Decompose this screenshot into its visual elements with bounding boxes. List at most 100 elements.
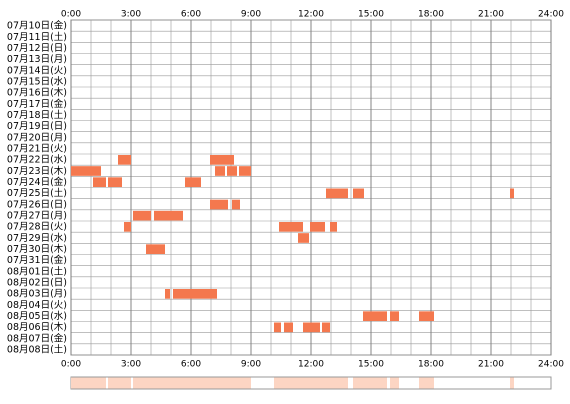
x-tick-label: 15:00 — [358, 10, 384, 20]
summary-mark — [353, 377, 364, 389]
row-label: 07月25日(土) — [7, 187, 67, 199]
x-tick-label: 21:00 — [478, 10, 504, 20]
row-label: 07月22日(水) — [7, 154, 67, 166]
row-label: 07月27日(月) — [7, 210, 67, 221]
x-tick-label: 3:00 — [121, 360, 141, 370]
row-label: 07月26日(日) — [7, 199, 67, 210]
activity-bar — [133, 210, 151, 221]
summary-mark — [232, 377, 240, 389]
row-label: 07月20日(月) — [7, 132, 67, 143]
row-label: 07月24日(金) — [7, 176, 67, 188]
summary-mark — [390, 377, 399, 389]
row-label: 07月17日(金) — [7, 98, 67, 110]
summary-mark — [363, 377, 387, 389]
activity-bar — [108, 177, 122, 187]
x-tick-label: 3:00 — [121, 10, 141, 20]
x-tick-label: 24:00 — [538, 10, 564, 20]
row-label: 07月13日(月) — [7, 54, 67, 65]
summary-mark — [322, 377, 330, 389]
row-label: 07月30日(木) — [7, 243, 67, 255]
row-label: 07月12日(日) — [7, 43, 67, 54]
activity-bar — [330, 222, 337, 232]
row-label: 08月08日(土) — [7, 343, 67, 355]
x-tick-label: 6:00 — [181, 10, 201, 20]
x-tick-label: 0:00 — [61, 360, 81, 370]
activity-bar — [146, 244, 165, 254]
activity-bar — [279, 222, 303, 232]
summary-mark — [330, 377, 337, 389]
row-label: 08月05日(水) — [7, 310, 67, 322]
summary-mark — [124, 377, 131, 389]
summary-mark — [419, 377, 434, 389]
activity-bar — [363, 311, 387, 321]
summary-mark — [133, 377, 151, 389]
row-label: 07月21日(火) — [7, 143, 67, 154]
summary-mark — [93, 377, 106, 389]
row-label: 07月15日(水) — [7, 75, 67, 87]
activity-bar — [124, 222, 131, 232]
activity-bar — [118, 155, 131, 165]
summary-mark — [239, 377, 251, 389]
x-tick-label: 18:00 — [418, 360, 444, 370]
activity-bar — [154, 210, 183, 221]
activity-bar — [390, 311, 399, 321]
summary-mark — [146, 377, 165, 389]
activity-bar — [284, 322, 293, 333]
x-tick-label: 24:00 — [538, 360, 564, 370]
activity-bar — [165, 289, 170, 299]
activity-bar — [510, 188, 514, 199]
row-label: 07月11日(土) — [7, 31, 67, 43]
row-label: 07月23日(木) — [7, 165, 67, 177]
activity-bar — [322, 322, 330, 333]
activity-bar — [93, 177, 106, 187]
x-tick-label: 0:00 — [61, 10, 81, 20]
activity-bar — [239, 166, 251, 176]
activity-bar — [303, 322, 320, 333]
activity-bar — [310, 222, 325, 232]
row-label: 07月10日(金) — [7, 20, 67, 32]
row-label: 07月31日(金) — [7, 254, 67, 266]
activity-bar — [185, 177, 201, 187]
x-tick-label: 12:00 — [298, 10, 324, 20]
row-label: 08月07日(金) — [7, 332, 67, 344]
activity-bar — [227, 166, 237, 176]
x-tick-label: 21:00 — [478, 360, 504, 370]
x-tick-label: 6:00 — [181, 360, 201, 370]
row-label: 07月28日(火) — [7, 222, 67, 233]
row-label: 08月02日(日) — [7, 277, 67, 288]
row-label: 07月18日(土) — [7, 109, 67, 121]
summary-mark — [303, 377, 320, 389]
activity-bar — [71, 166, 101, 176]
activity-bar — [210, 199, 228, 210]
activity-bar — [215, 166, 225, 176]
x-tick-label: 12:00 — [298, 360, 324, 370]
activity-bar — [326, 188, 348, 199]
summary-mark — [165, 377, 170, 389]
summary-mark — [108, 377, 122, 389]
row-label: 08月04日(火) — [7, 300, 67, 311]
activity-bar — [274, 322, 281, 333]
row-label: 07月29日(水) — [7, 232, 67, 244]
row-label: 08月03日(月) — [7, 289, 67, 300]
summary-mark — [510, 377, 514, 389]
x-tick-label: 18:00 — [418, 10, 444, 20]
summary-mark — [210, 377, 228, 389]
activity-bar — [419, 311, 434, 321]
activity-bar — [353, 188, 364, 199]
summary-mark — [71, 377, 101, 389]
x-tick-label: 15:00 — [358, 360, 384, 370]
activity-bar — [298, 233, 309, 243]
x-tick-label: 9:00 — [241, 360, 261, 370]
summary-mark — [173, 377, 217, 389]
activity-bar — [232, 199, 240, 210]
summary-mark — [274, 377, 281, 389]
x-tick-label: 9:00 — [241, 10, 261, 20]
row-label: 07月19日(日) — [7, 121, 67, 132]
row-label: 07月14日(火) — [7, 65, 67, 76]
activity-bar — [210, 155, 234, 165]
summary-mark — [284, 377, 293, 389]
row-label: 08月01日(土) — [7, 265, 67, 277]
row-label: 07月16日(木) — [7, 87, 67, 99]
row-label: 08月06日(木) — [7, 321, 67, 333]
